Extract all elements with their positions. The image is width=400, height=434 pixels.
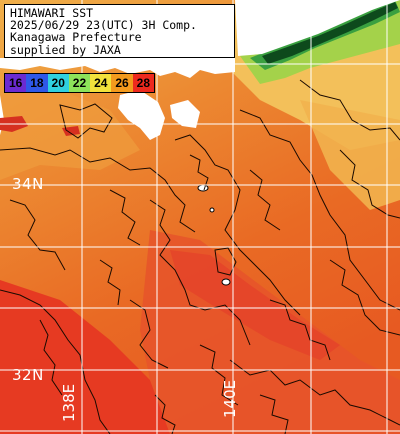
legend-swatch: 24 bbox=[90, 74, 112, 92]
isotherm-contours bbox=[0, 79, 400, 434]
latitude-label: 34N bbox=[12, 175, 44, 193]
legend-swatch: 18 bbox=[26, 74, 48, 92]
land-mass bbox=[235, 0, 400, 56]
title-line: supplied by JAXA bbox=[10, 42, 121, 57]
temperature-legend: 16 18 20 22 24 26 28 bbox=[4, 73, 155, 93]
longitude-label: 138E bbox=[60, 383, 78, 422]
cold-coastal-band bbox=[262, 2, 398, 64]
land-mass bbox=[170, 100, 200, 128]
island bbox=[221, 278, 231, 286]
title-line: Kanagawa Prefecture bbox=[10, 30, 142, 45]
legend-swatch: 20 bbox=[47, 74, 69, 92]
latitude-label: 32N bbox=[12, 366, 44, 384]
map-title-box: HIMAWARI SST 2025/06/29 23(UTC) 3H Comp.… bbox=[4, 4, 235, 58]
island bbox=[197, 184, 209, 192]
island bbox=[209, 207, 215, 213]
longitude-label: 140E bbox=[221, 379, 239, 418]
cold-spot bbox=[62, 126, 80, 136]
land-mass bbox=[118, 90, 165, 140]
warm-water-region bbox=[170, 250, 340, 360]
title-line: HIMAWARI SST bbox=[10, 6, 94, 20]
legend-swatch: 28 bbox=[132, 74, 154, 92]
legend-swatch: 22 bbox=[68, 74, 91, 92]
title-line: 2025/06/29 23(UTC) 3H Comp. bbox=[10, 18, 197, 33]
warm-water-region bbox=[0, 280, 170, 434]
legend-swatch: 16 bbox=[5, 74, 27, 92]
legend-swatch: 26 bbox=[111, 74, 133, 92]
land-mass bbox=[0, 58, 235, 78]
cool-water-region bbox=[300, 100, 400, 210]
